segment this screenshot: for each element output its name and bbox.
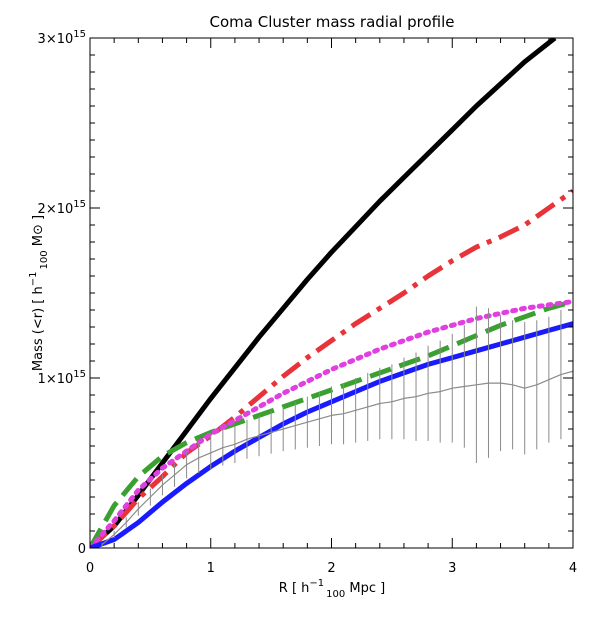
x-axis-title: R [ h−1100 Mpc ]: [279, 578, 385, 600]
chart-title: Coma Cluster mass radial profile: [210, 13, 455, 31]
tick-labels-layer: 0 1 2 3 4 0 1×1015 2×1015 3×1015: [38, 29, 578, 576]
plot-frame: [89, 37, 574, 549]
x-tick-label: 0: [86, 561, 94, 576]
series-line-1: [90, 38, 557, 548]
x-tick-label: 2: [327, 561, 335, 576]
series-line-4: [90, 299, 573, 548]
y-axis-title: Mass (<r) [ h−1100 M⊙ ]: [28, 215, 50, 371]
y-tick-label: 3×1015: [38, 29, 86, 47]
y-tick-label: 0: [78, 542, 86, 557]
x-tick-label: 1: [207, 561, 215, 576]
series-line-6: [101, 370, 573, 546]
y-tick-label: 1×1015: [38, 369, 86, 387]
series-layer: [90, 38, 573, 548]
x-tick-label: 3: [448, 561, 456, 576]
series-line-2: [90, 188, 573, 548]
y-tick-label: 2×1015: [38, 199, 86, 217]
ticks-layer: [89, 37, 574, 549]
x-tick-label: 4: [569, 561, 577, 576]
